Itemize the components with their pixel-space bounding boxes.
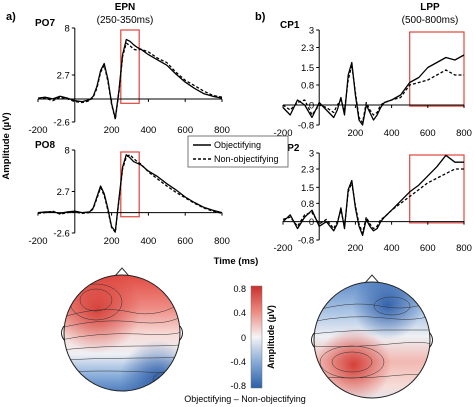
y-tick-label: 0: [309, 101, 314, 112]
x-tick-label: 400: [384, 243, 400, 254]
panel-a-label: a): [6, 11, 16, 23]
topomap-epn-ear-right: [179, 325, 183, 341]
y-tick-label: 2.3: [301, 43, 314, 54]
topomap-lpp-head: [313, 281, 431, 399]
legend: Objectifying Non-objectifying: [187, 135, 289, 168]
x-tick-label: 400: [140, 125, 156, 136]
y-tick-label: 2.3: [301, 165, 314, 176]
lpp-window: (500-800ms): [402, 15, 459, 26]
topomap-epn-head: [63, 274, 181, 392]
y-tick-label: -2.6: [53, 118, 69, 129]
topomap-epn: [61, 267, 183, 392]
x-tick-label: 200: [104, 236, 120, 247]
x-tick-label: -200: [28, 236, 47, 247]
x-tick-label: 800: [214, 125, 230, 136]
x-tick-label: -200: [28, 125, 47, 136]
colorbar-tick: 0.8: [233, 284, 246, 294]
colorbar-tick: -0.4: [230, 357, 246, 367]
x-tick-label: 200: [104, 125, 120, 136]
y-tick-label: 3: [309, 26, 314, 37]
series-line-dashed: [37, 154, 223, 233]
channel-label: PO8: [35, 140, 55, 151]
chart-po8: PO8 8 2.7 -2.6 -200 200 400 600 800: [28, 140, 229, 247]
chart-cp2: CP2 3 2.3 1.5 0.8 0 -0.8 -200 200 400 600 800: [273, 143, 471, 254]
highlight-window: [409, 154, 465, 224]
topomap-epn-ear-left: [61, 325, 65, 341]
colorbar-tick: -0.8: [230, 381, 246, 391]
x-tick-label: 800: [456, 128, 472, 139]
series-line-solid: [282, 154, 464, 237]
x-tick-label: 400: [140, 236, 156, 247]
y-tick-label: 0.8: [301, 199, 314, 210]
topomap-epn-nose: [114, 267, 130, 277]
topomap-lpp-nose: [364, 274, 380, 284]
series-line-dashed: [282, 168, 464, 234]
x-tick-label: 600: [420, 128, 436, 139]
y-tick-label: 8: [65, 24, 70, 35]
legend-solid-label: Objectifying: [214, 140, 261, 150]
y-tick-label: -0.8: [298, 121, 314, 132]
channel-label: CP1: [280, 20, 300, 31]
colorbar-gradient: [250, 285, 263, 389]
x-tick-label: 200: [347, 243, 363, 254]
y-tick-label: 3: [309, 149, 314, 160]
series-line-solid: [282, 54, 465, 126]
panel-b-label: b): [255, 11, 266, 23]
colorbar-label: Amplitude (µV): [266, 305, 276, 369]
y-tick-label: 2.7: [57, 71, 70, 82]
y-tick-label: 8: [65, 146, 70, 157]
channel-label: CP2: [280, 143, 300, 154]
topomap-lpp-ear-right: [429, 332, 433, 348]
topomap-caption: Objectifying – Non-objectifying: [184, 394, 306, 404]
legend-box: [187, 135, 289, 168]
topomap-lpp: [311, 274, 433, 399]
colorbar-tick: 0: [241, 333, 246, 343]
series-line-dashed: [37, 42, 223, 120]
colorbar: 0.8 0.4 0 -0.4 -0.8 Amplitude (µV): [230, 284, 276, 391]
colorbar-tick: 0.4: [233, 308, 246, 318]
y-tick-label: -0.8: [298, 236, 314, 247]
x-tick-label: -200: [273, 128, 292, 139]
epn-title: EPN: [115, 2, 136, 13]
topomap-lpp-ear-left: [311, 332, 315, 348]
x-tick-label: 400: [384, 128, 400, 139]
lpp-title: LPP: [420, 2, 440, 13]
y-tick-label: 1.5: [301, 63, 314, 74]
y-tick-label: 1.5: [301, 183, 314, 194]
epn-window: (250-350ms): [97, 15, 154, 26]
x-axis-label: Time (ms): [214, 256, 259, 267]
x-tick-label: 600: [177, 236, 193, 247]
x-tick-label: 200: [347, 128, 363, 139]
x-tick-label: 800: [214, 236, 230, 247]
y-tick-label: 0: [309, 217, 314, 228]
x-tick-label: -200: [273, 243, 292, 254]
x-tick-label: 600: [420, 243, 436, 254]
y-tick-label: -2.6: [53, 229, 69, 240]
highlight-window: [409, 31, 465, 107]
x-tick-label: 600: [177, 125, 193, 136]
x-tick-label: 800: [456, 243, 472, 254]
chart-po7: PO7 8 2.7 -2.6 -200 200 400 600 800: [28, 18, 229, 136]
y-tick-label: 0.8: [301, 81, 314, 92]
series-line-dashed: [282, 64, 464, 124]
y-tick-label: 2.7: [57, 187, 70, 198]
y-axis-label: Amplitude (µV): [1, 112, 12, 179]
legend-dashed-label: Non-objectifying: [214, 154, 279, 164]
channel-label: PO7: [35, 18, 55, 29]
chart-cp1: CP1 3 2.3 1.5 0.8 0 -0.8 -200 200 400 600 800: [273, 20, 471, 139]
